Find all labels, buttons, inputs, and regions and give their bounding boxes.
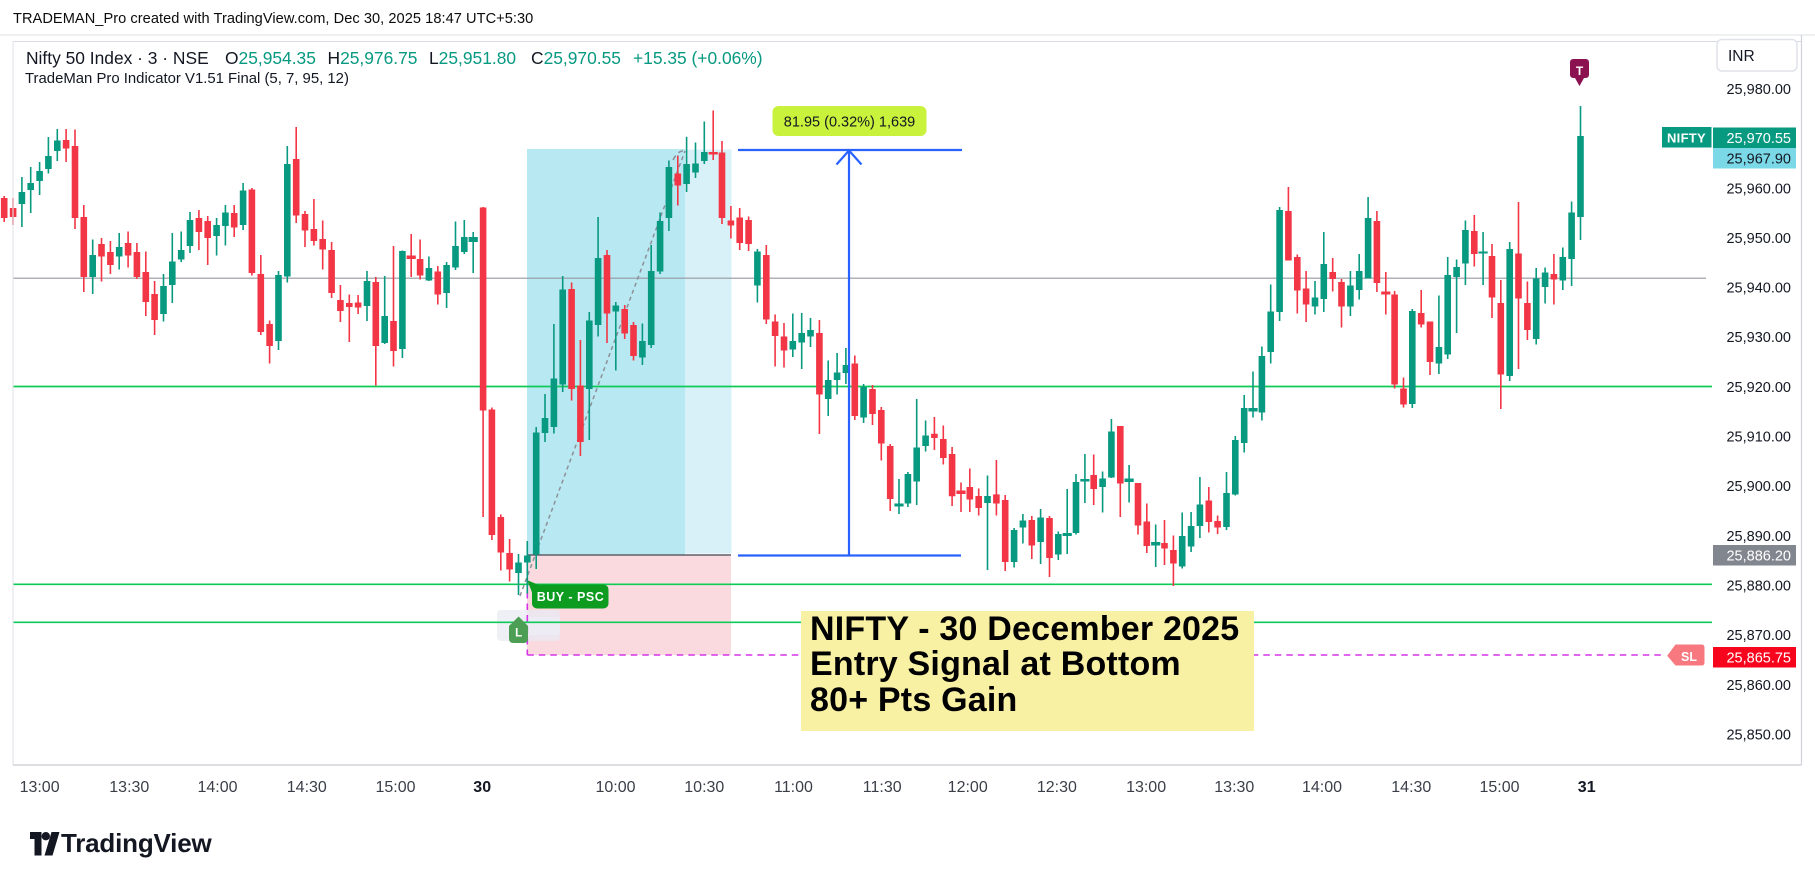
svg-text:10:00: 10:00 <box>595 779 635 796</box>
svg-text:25,910.00: 25,910.00 <box>1726 430 1791 446</box>
svg-text:25,940.00: 25,940.00 <box>1726 281 1791 297</box>
svg-text:14:30: 14:30 <box>287 779 327 796</box>
svg-text:12:00: 12:00 <box>948 779 988 796</box>
svg-text:31: 31 <box>1578 779 1596 796</box>
svg-text:25,967.90: 25,967.90 <box>1726 151 1791 167</box>
svg-text:13:30: 13:30 <box>109 779 149 796</box>
svg-text:25,950.00: 25,950.00 <box>1726 231 1791 247</box>
svg-text:INR: INR <box>1728 48 1755 65</box>
svg-text:13:30: 13:30 <box>1214 779 1254 796</box>
svg-text:25,960.00: 25,960.00 <box>1726 181 1791 197</box>
svg-text:81.95 (0.32%) 1,639: 81.95 (0.32%) 1,639 <box>784 115 915 131</box>
svg-text:25,870.00: 25,870.00 <box>1726 628 1791 644</box>
svg-text:SL: SL <box>1681 650 1697 664</box>
svg-text:14:00: 14:00 <box>1302 779 1342 796</box>
svg-text:25,980.00: 25,980.00 <box>1726 82 1791 98</box>
svg-text:25,920.00: 25,920.00 <box>1726 380 1791 396</box>
svg-text:15:00: 15:00 <box>375 779 415 796</box>
svg-text:25,930.00: 25,930.00 <box>1726 330 1791 346</box>
svg-text:BUY - PSC: BUY - PSC <box>537 590 604 604</box>
svg-text:NIFTY: NIFTY <box>1667 131 1706 146</box>
svg-text:11:00: 11:00 <box>774 779 813 796</box>
svg-text:25,886.20: 25,886.20 <box>1726 548 1791 564</box>
svg-text:25,970.55: 25,970.55 <box>1726 131 1791 147</box>
svg-text:T: T <box>1576 64 1584 78</box>
svg-text:25,850.00: 25,850.00 <box>1726 727 1791 743</box>
svg-text:25,900.00: 25,900.00 <box>1726 479 1791 495</box>
svg-text:13:00: 13:00 <box>1126 779 1166 796</box>
svg-text:14:30: 14:30 <box>1391 779 1431 796</box>
svg-text:13:00: 13:00 <box>20 779 60 796</box>
svg-text:14:00: 14:00 <box>197 779 237 796</box>
svg-text:10:30: 10:30 <box>684 779 724 796</box>
svg-text:11:30: 11:30 <box>863 779 902 796</box>
svg-text:15:00: 15:00 <box>1479 779 1519 796</box>
svg-text:12:30: 12:30 <box>1037 779 1077 796</box>
svg-text:L: L <box>515 628 522 640</box>
svg-text:30: 30 <box>473 779 491 796</box>
svg-text:25,890.00: 25,890.00 <box>1726 529 1791 545</box>
svg-text:TradingView: TradingView <box>61 828 212 858</box>
svg-text:25,860.00: 25,860.00 <box>1726 678 1791 694</box>
svg-text:25,865.75: 25,865.75 <box>1726 650 1791 666</box>
svg-text:25,880.00: 25,880.00 <box>1726 579 1791 595</box>
